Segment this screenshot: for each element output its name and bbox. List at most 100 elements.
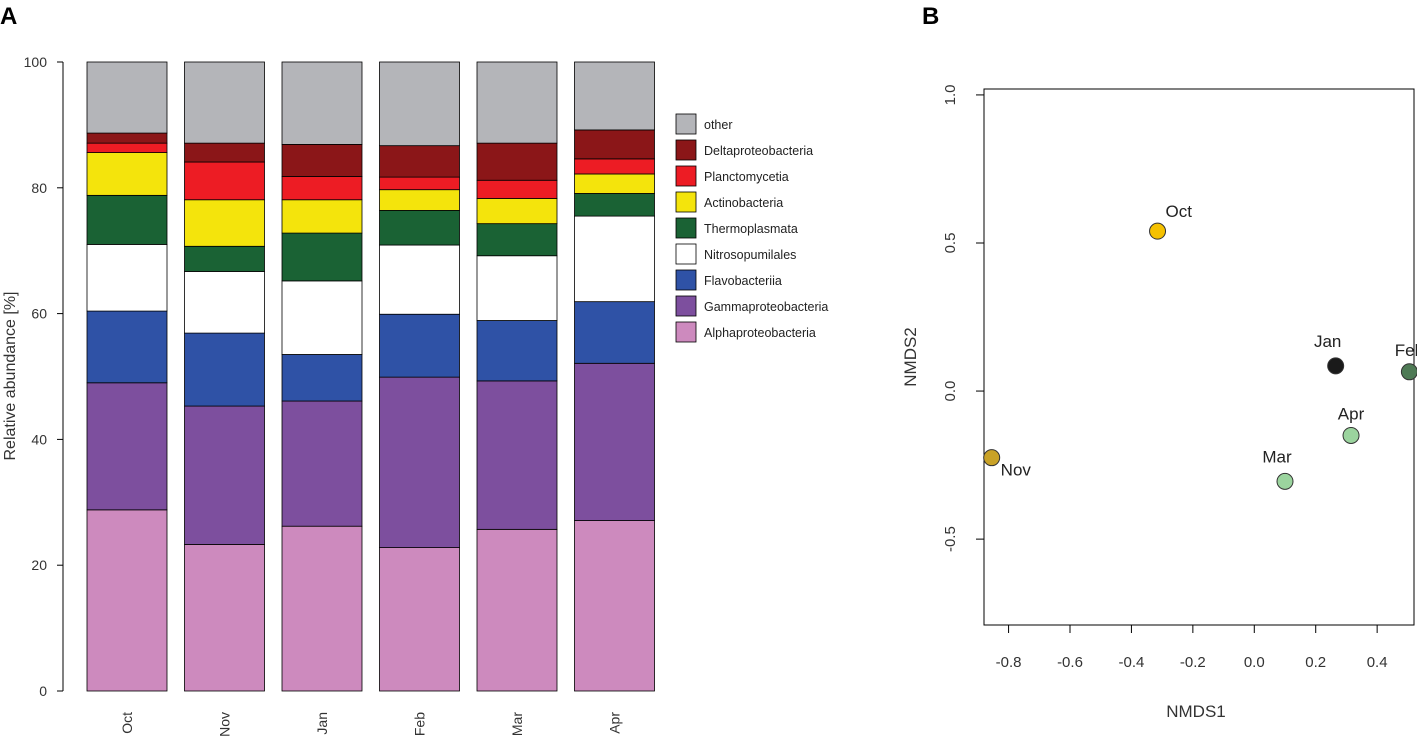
panel-b-y-axis-label: NMDS2	[901, 327, 920, 387]
bar-segment-nov-other	[184, 61, 265, 144]
point-label-oct: Oct	[1166, 202, 1193, 221]
point-label-apr: Apr	[1338, 404, 1365, 423]
legend-swatch-other	[675, 113, 697, 135]
panel-a-y-tick-label: 0	[39, 683, 47, 699]
panel-a-y-axis-label: Relative abundance [%]	[2, 292, 19, 461]
point-oct	[1149, 222, 1167, 240]
panel-a-y-tick-label: 20	[31, 557, 47, 573]
panel-a-x-tick-label: Nov	[217, 712, 233, 737]
point-feb	[1400, 363, 1417, 381]
panel-b-y-tick-label: -0.5	[942, 526, 959, 552]
panel-b-x-tick-label: -0.8	[996, 654, 1022, 671]
panel-a-x-tick-label: Apr	[607, 712, 623, 734]
bar-segment-nov-alphaproteobacteria	[184, 544, 265, 692]
bar-segment-nov-nitrosopumilales	[184, 271, 265, 334]
panel-a-legend: other Deltaproteobacteria Planctomycetia Ac…	[675, 113, 828, 343]
bar-segment-apr-alphaproteobacteria	[574, 520, 655, 692]
legend-swatch-flavobacteriia	[675, 269, 697, 291]
bar-segment-feb-alphaproteobacteria	[379, 547, 460, 692]
point-mar	[1276, 472, 1294, 490]
bar-segment-jan-alphaproteobacteria	[281, 525, 363, 692]
legend-swatch-planctomycetia	[675, 165, 697, 187]
panel-a-bars	[86, 61, 655, 692]
bar-segment-feb-planctomycetia	[379, 176, 460, 191]
bar-segment-mar-thermoplasmata	[476, 223, 558, 257]
panel-b-x-axis-label: NMDS1	[1166, 702, 1226, 721]
bar-segment-jan-thermoplasmata	[281, 232, 363, 282]
legend-label-deltaproteobacteria: Deltaproteobacteria	[704, 144, 813, 158]
legend-label-other: other	[704, 118, 733, 132]
panel-b-y-tick-label: 0.5	[942, 233, 959, 254]
bar-segment-apr-other	[574, 61, 655, 131]
bar-segment-oct-gammaproteobacteria	[86, 382, 168, 511]
bar-segment-nov-flavobacteriia	[184, 332, 265, 407]
panel-a-y-tick-label: 60	[31, 306, 47, 322]
panel-b-y-tick-label: 1.0	[942, 84, 959, 105]
bar-segment-mar-actinobacteria	[476, 198, 558, 225]
legend-swatch-deltaproteobacteria	[675, 139, 697, 161]
panel-b-x-tick-label: -0.2	[1180, 654, 1206, 671]
panel-b-x-axis: -0.8 -0.6 -0.4 -0.2 0.0 0.2 0.4	[996, 625, 1388, 671]
legend-swatch-actinobacteria	[675, 191, 697, 213]
panel-a-y-tick-label: 80	[31, 180, 47, 196]
panel-a-x-tick-label: Feb	[412, 712, 428, 736]
bar-segment-jan-nitrosopumilales	[281, 280, 363, 355]
panel-a-y-tick-label: 40	[31, 431, 47, 447]
point-apr	[1342, 426, 1360, 444]
panel-a-y-axis: 0 20 40 60 80 100	[24, 54, 64, 699]
point-label-feb: Feb	[1395, 341, 1417, 360]
legend-label-flavobacteriia: Flavobacteriia	[704, 274, 782, 288]
panel-b-x-tick-label: 0.0	[1244, 654, 1265, 671]
panel-a-label: A	[0, 3, 17, 30]
panel-a-x-tick-label: Oct	[119, 712, 135, 734]
panel-b-y-axis: -0.5 0.0 0.5 1.0	[942, 84, 984, 552]
bar-segment-oct-deltaproteobacteria	[86, 132, 168, 144]
legend-swatch-thermoplasmata	[675, 217, 697, 239]
bar-segment-apr-actinobacteria	[574, 173, 655, 194]
bar-segment-nov-thermoplasmata	[184, 245, 265, 272]
legend-swatch-gammaproteobacteria	[675, 295, 697, 317]
bar-segment-mar-nitrosopumilales	[476, 255, 558, 321]
bar-segment-oct-nitrosopumilales	[86, 244, 168, 312]
bar-segment-apr-planctomycetia	[574, 158, 655, 175]
panel-b-plot-frame	[983, 88, 1415, 626]
bar-segment-mar-other	[476, 61, 558, 144]
legend-label-nitrosopumilales: Nitrosopumilales	[704, 248, 796, 262]
bar-segment-apr-thermoplasmata	[574, 193, 655, 217]
bar-segment-feb-other	[379, 61, 460, 147]
panel-b-label: B	[922, 3, 939, 30]
bar-segment-mar-flavobacteriia	[476, 320, 558, 382]
point-label-jan: Jan	[1314, 332, 1341, 351]
point-jan	[1327, 357, 1345, 375]
panel-b-x-tick-label: -0.4	[1118, 654, 1144, 671]
bar-segment-feb-actinobacteria	[379, 189, 460, 211]
legend-swatch-alphaproteobacteria	[675, 321, 697, 343]
bar-segment-mar-gammaproteobacteria	[476, 380, 558, 530]
bar-segment-oct-alphaproteobacteria	[86, 509, 168, 692]
bar-segment-mar-alphaproteobacteria	[476, 528, 558, 692]
bar-segment-jan-planctomycetia	[281, 176, 363, 201]
panel-a-y-tick-label: 100	[24, 54, 48, 70]
bar-segment-jan-other	[281, 61, 363, 145]
legend-label-actinobacteria: Actinobacteria	[704, 196, 783, 210]
bar-segment-nov-planctomycetia	[184, 161, 265, 201]
bar-segment-feb-nitrosopumilales	[379, 244, 460, 315]
bar-segment-nov-deltaproteobacteria	[184, 142, 265, 163]
bar-segment-nov-gammaproteobacteria	[184, 405, 265, 545]
bar-segment-apr-gammaproteobacteria	[574, 362, 655, 521]
bar-segment-oct-thermoplasmata	[86, 194, 168, 245]
panel-a-x-ticks: Oct Nov Jan Feb Mar Apr	[119, 712, 623, 737]
bar-segment-feb-flavobacteriia	[379, 313, 460, 378]
legend-label-alphaproteobacteria: Alphaproteobacteria	[704, 326, 816, 340]
point-label-nov: Nov	[1001, 461, 1032, 480]
legend-swatch-nitrosopumilales	[675, 243, 697, 265]
bar-segment-jan-gammaproteobacteria	[281, 400, 363, 527]
bar-segment-feb-deltaproteobacteria	[379, 145, 460, 178]
panel-b-y-tick-label: 0.0	[942, 381, 959, 402]
bar-segment-apr-deltaproteobacteria	[574, 129, 655, 160]
legend-label-planctomycetia: Planctomycetia	[704, 170, 789, 184]
bar-segment-jan-deltaproteobacteria	[281, 143, 363, 177]
legend-label-gammaproteobacteria: Gammaproteobacteria	[704, 300, 828, 314]
bar-segment-feb-gammaproteobacteria	[379, 376, 460, 548]
bar-segment-apr-nitrosopumilales	[574, 215, 655, 303]
